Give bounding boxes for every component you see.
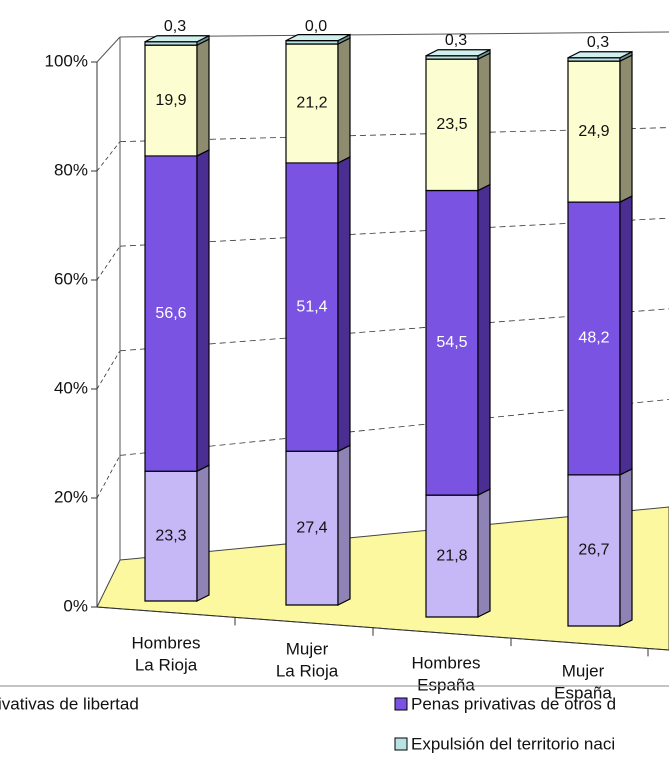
data-label: 56,6 bbox=[155, 305, 186, 322]
data-label: 0,3 bbox=[445, 32, 467, 49]
gridline-back bbox=[119, 308, 669, 352]
category-label: Mujer bbox=[562, 661, 605, 680]
data-label: 21,2 bbox=[296, 95, 327, 112]
data-label: 24,9 bbox=[578, 123, 609, 140]
gridline-side bbox=[96, 455, 121, 499]
y-tick-label: 100% bbox=[45, 51, 88, 70]
legend-label: ivativas de libertad bbox=[0, 694, 139, 713]
legend-label: Expulsión del territorio naci bbox=[411, 734, 615, 753]
bar-segment-side bbox=[477, 488, 491, 618]
gridline-side bbox=[96, 141, 121, 172]
data-label: 0,3 bbox=[587, 34, 609, 51]
bar-segment-side bbox=[477, 183, 491, 497]
back-wall-top bbox=[119, 31, 669, 38]
gridline-back bbox=[119, 399, 669, 456]
bar-segment-side bbox=[619, 54, 633, 204]
category-label: La Rioja bbox=[276, 661, 339, 680]
legend-swatch bbox=[394, 737, 408, 751]
bar-segment-side bbox=[337, 444, 351, 606]
bar-top bbox=[567, 51, 633, 59]
data-label: 19,9 bbox=[155, 92, 186, 109]
legend-swatch bbox=[394, 697, 408, 711]
y-tick-label: 0% bbox=[63, 596, 88, 615]
y-tick-label: 60% bbox=[54, 269, 88, 288]
data-label: 0,0 bbox=[305, 18, 327, 35]
y-tick-label: 20% bbox=[54, 487, 88, 506]
bar-top bbox=[144, 35, 210, 43]
bar-segment-side bbox=[337, 37, 351, 164]
category-label: La Rioja bbox=[135, 655, 198, 674]
bar-top bbox=[285, 34, 351, 42]
bar-segment-side bbox=[196, 38, 210, 157]
data-label: 48,2 bbox=[578, 330, 609, 347]
data-label: 0,3 bbox=[164, 18, 186, 35]
category-label: Hombres bbox=[412, 653, 481, 672]
data-label: 21,8 bbox=[436, 547, 467, 564]
data-label: 54,5 bbox=[436, 334, 467, 351]
category-label: Mujer bbox=[286, 639, 329, 658]
category-label: España bbox=[554, 683, 612, 702]
data-label: 23,5 bbox=[436, 116, 467, 133]
bar-segment-side bbox=[196, 464, 210, 602]
bar-segment-side bbox=[619, 467, 633, 627]
bar-segment-side bbox=[196, 148, 210, 473]
gridline-side bbox=[96, 350, 121, 390]
y-tick-label: 40% bbox=[54, 378, 88, 397]
x-axis-line bbox=[96, 606, 669, 651]
bar-segment-side bbox=[337, 155, 351, 453]
y-tick-label: 80% bbox=[54, 160, 88, 179]
data-label: 51,4 bbox=[296, 298, 327, 315]
data-label: 23,3 bbox=[155, 527, 186, 544]
legend-label: Penas privativas de otros d bbox=[411, 694, 616, 713]
category-label: España bbox=[417, 675, 475, 694]
data-label: 26,7 bbox=[578, 542, 609, 559]
bar-segment-side bbox=[477, 52, 491, 192]
side-wall-top bbox=[96, 36, 121, 63]
gridline-back bbox=[119, 217, 669, 247]
gridline-side bbox=[96, 245, 121, 281]
gridline-back bbox=[119, 127, 669, 142]
bar-top bbox=[425, 49, 491, 57]
category-label: Hombres bbox=[132, 633, 201, 652]
data-label: 27,4 bbox=[296, 519, 327, 536]
bar-segment-side bbox=[619, 195, 633, 476]
